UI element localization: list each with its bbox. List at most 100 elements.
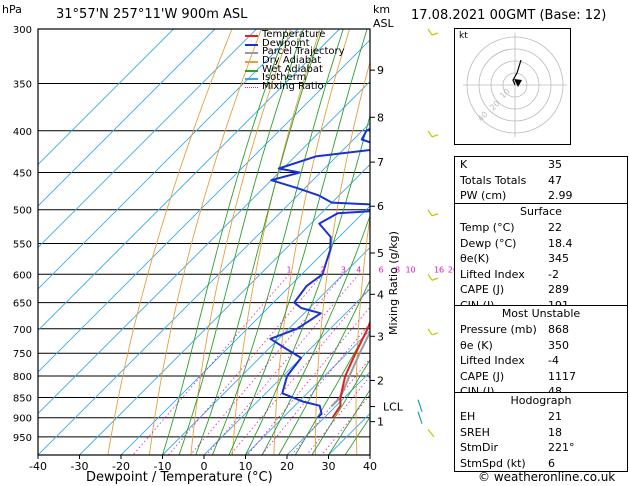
parcel-trajectory-line — [330, 329, 370, 408]
legend-label: Mixing Ratio — [262, 81, 324, 93]
legend-label: Dry Adiabat — [262, 55, 322, 67]
km-tick-label: 6 — [377, 200, 384, 213]
storm-motion-arrow-icon — [514, 79, 522, 87]
legend-swatch — [245, 61, 258, 64]
mixing-ratio-line — [306, 375, 370, 455]
pressure-tick-label: 950 — [13, 433, 32, 444]
wind-barb-icon — [417, 399, 423, 412]
pressure-tick-label: 450 — [13, 168, 32, 179]
surface-row: CAPE (J) 289 — [460, 283, 569, 296]
datetime-title: 17.08.2021 00GMT (Base: 12) — [411, 8, 607, 23]
legend-label: Isotherm — [262, 72, 307, 84]
wind-barb-icon — [431, 277, 439, 281]
asl-unit-label: ASL — [373, 17, 394, 30]
hodo-ring-label: 10 — [498, 87, 512, 101]
wind-barb-icon — [427, 130, 433, 138]
isotherm-line — [203, 288, 370, 455]
wet-adiabat-line — [162, 29, 287, 455]
isotherm-line — [286, 371, 370, 455]
isotherm-line — [38, 39, 370, 373]
legend-label: Parcel Trajectory — [262, 46, 345, 58]
mixing-ratio-axis-title: Mixing Ratio (g/kg) — [387, 231, 400, 335]
legend-swatch — [245, 43, 258, 46]
km-tick-label: 7 — [377, 156, 384, 169]
wind-barb-icon — [417, 411, 423, 424]
pressure-tick-label: 550 — [13, 239, 32, 250]
wind-barb-icon — [427, 273, 433, 281]
dry-adiabat-line — [107, 29, 233, 455]
isotherm-line — [38, 80, 370, 415]
km-tick-label: 4 — [377, 288, 384, 301]
dry-adiabat-line — [190, 29, 292, 455]
wet-adiabat-line — [245, 114, 370, 455]
isotherm-line — [38, 29, 216, 207]
hodograph-row: SREH 18 — [460, 425, 562, 439]
mixing-ratio-label: 8 — [395, 265, 400, 274]
index-row-totals: Totals Totals 47 — [460, 173, 562, 187]
hpa-unit-label: hPa — [2, 3, 22, 16]
hodograph: kt 10 20 40 — [454, 28, 571, 145]
wet-adiabat-line — [195, 29, 323, 455]
dry-adiabat-line — [231, 29, 321, 455]
isotherm-line — [38, 29, 174, 166]
km-tick-label: 5 — [377, 247, 384, 260]
pressure-tick-label: 600 — [13, 270, 32, 281]
temperature-line — [331, 319, 370, 419]
isotherm-line — [38, 29, 299, 290]
isotherm-line — [38, 29, 340, 332]
wind-barb-icon — [427, 28, 433, 36]
km-tick-label: 9 — [377, 64, 384, 77]
hodograph-unit-label: kt — [459, 31, 468, 41]
surface-row: Dewp (°C) 18.4 — [460, 236, 573, 250]
indices-table: K 35 Totals Totals 47 PW (cm) 2.99 — [454, 156, 628, 205]
km-tick-label: 1 — [377, 416, 384, 429]
pressure-tick-label: 700 — [13, 325, 32, 336]
hodograph-row: StmSpd (kt) 6 — [460, 456, 555, 470]
most-unstable-title: Most Unstable — [501, 307, 581, 320]
x-axis-title: Dewpoint / Temperature (°C) — [86, 470, 273, 485]
legend-swatch — [245, 52, 258, 55]
hodograph-plot: 10 20 40 — [463, 33, 567, 137]
wet-adiabat-line — [228, 29, 368, 455]
most-unstable-row: θe (K) 350 — [460, 338, 569, 352]
wet-adiabat-line — [311, 359, 370, 455]
mixing-ratio-label: 2 — [320, 265, 325, 274]
pressure-tick-label: 800 — [13, 372, 32, 383]
pressure-tick-label: 900 — [13, 414, 32, 425]
mixing-ratio-line — [261, 322, 370, 455]
legend-swatch — [245, 69, 258, 72]
km-tick-label: 2 — [377, 374, 384, 387]
dewpoint-line — [269, 127, 370, 419]
x-tick-label: -20 — [112, 460, 130, 473]
most-unstable-row: Pressure (mb) 868 — [460, 323, 569, 336]
x-tick-label: 0 — [201, 460, 208, 473]
hodo-ring-label: 40 — [476, 110, 490, 124]
most-unstable-row: CAPE (J) 1117 — [460, 369, 576, 383]
pressure-tick-label: 500 — [13, 206, 32, 217]
hodograph-table: Hodograph EH 21 SREH 18 StmDir 221° StmSpd … — [454, 392, 628, 472]
most-unstable-row: Lifted Index -4 — [460, 354, 559, 367]
surface-row: θe(K) 345 — [460, 252, 569, 265]
footer-credit[interactable]: © weatheronline.co.uk — [478, 470, 616, 484]
legend-swatch — [245, 35, 258, 37]
legend-swatch — [245, 78, 258, 81]
mixing-ratio-label: 20 — [448, 265, 458, 274]
index-row-k: K 35 — [460, 158, 562, 171]
mixing-ratio-label: 4 — [356, 265, 361, 274]
wind-barb-icon — [427, 428, 435, 438]
isotherm-line — [38, 29, 257, 249]
mixing-ratio-line — [247, 306, 370, 455]
isotherm-line — [162, 246, 370, 455]
pressure-tick-label: 350 — [13, 80, 32, 91]
x-tick-label: -40 — [29, 460, 47, 473]
dry-adiabat-line — [314, 60, 370, 455]
mixing-ratio-label: 16 — [434, 265, 444, 274]
wet-adiabat-line — [211, 29, 344, 455]
surface-row: Temp (°C) 22 — [460, 221, 562, 234]
wind-barb-icon — [431, 32, 439, 36]
wet-adiabat-line — [278, 279, 370, 455]
x-tick-label: -10 — [154, 460, 172, 473]
pressure-tick-label: 850 — [13, 393, 32, 404]
legend-swatch — [245, 87, 258, 89]
